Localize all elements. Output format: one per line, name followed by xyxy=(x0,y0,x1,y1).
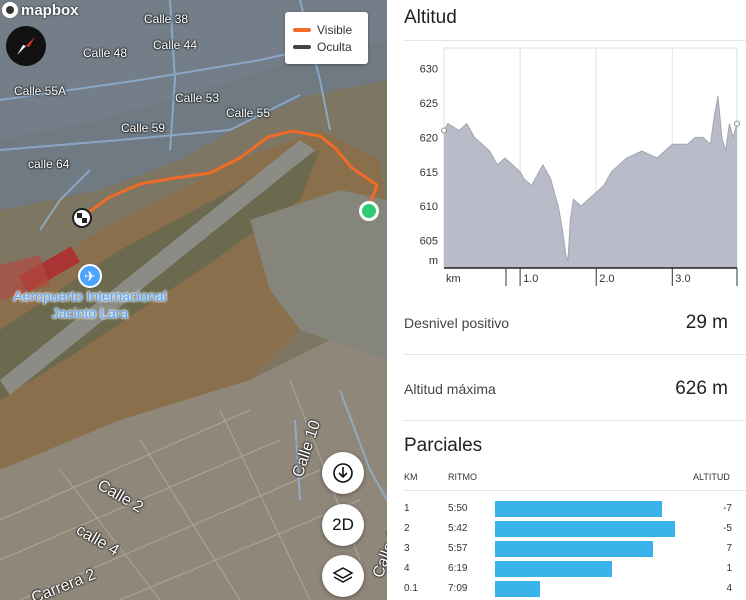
y-tick-label: 630 xyxy=(420,64,438,76)
split-altitude: -5 xyxy=(723,523,732,534)
toggle-2d-label: 2D xyxy=(332,515,354,534)
split-pace: 5:57 xyxy=(448,543,468,554)
splits-col-altitude: ALTITUD xyxy=(693,472,730,482)
split-pace: 5:42 xyxy=(448,523,468,534)
max-altitude-label: Altitud máxima xyxy=(404,381,496,397)
split-km: 4 xyxy=(404,563,410,574)
x-tick-label: 3.0 xyxy=(675,273,690,285)
split-km: 1 xyxy=(404,503,410,514)
split-pace: 7:09 xyxy=(448,583,468,594)
split-row: 1 5:50 -7 xyxy=(387,500,746,518)
splits-col-km: KM xyxy=(404,472,418,482)
elevation-gain-row: Desnivel positivo 29 m xyxy=(404,312,728,334)
altitude-area xyxy=(444,96,737,268)
legend-swatch-hidden xyxy=(293,44,311,49)
legend-item-hidden: Oculta xyxy=(293,38,360,55)
map-street-label: calle 64 xyxy=(28,157,70,171)
split-pace: 6:19 xyxy=(448,563,468,574)
route-visibility-legend: Visible Oculta xyxy=(285,12,368,64)
legend-swatch-visible xyxy=(293,27,311,32)
map-street-label: Calle 55A xyxy=(14,84,67,98)
y-tick-label: 610 xyxy=(420,201,438,213)
split-row: 2 5:42 -5 xyxy=(387,520,746,538)
map-view[interactable]: mapbox Visible Oculta Calle 38 Calle 44 … xyxy=(0,0,387,600)
x-unit-label: km xyxy=(446,273,461,285)
toggle-2d-button[interactable]: 2D xyxy=(322,504,364,546)
airport-name-line1: Aeropuerto Internacional xyxy=(13,288,167,304)
legend-item-visible: Visible xyxy=(293,21,360,38)
altitude-line xyxy=(443,96,738,262)
legend-label-visible: Visible xyxy=(317,22,353,37)
legend-label-hidden: Oculta xyxy=(317,39,352,54)
split-altitude: 1 xyxy=(726,563,732,574)
split-row: 3 5:57 7 xyxy=(387,540,746,558)
map-layers-button[interactable] xyxy=(322,555,364,597)
split-altitude: 7 xyxy=(726,543,732,554)
map-street-label: Calle 38 xyxy=(144,12,189,26)
divider xyxy=(404,420,746,421)
mapbox-logo-text: mapbox xyxy=(21,1,79,19)
split-pace-bar xyxy=(495,501,662,517)
y-tick-label: 625 xyxy=(420,98,438,110)
split-pace-bar xyxy=(495,561,612,577)
elevation-gain-value: 29 m xyxy=(685,312,728,333)
split-row: 4 6:19 1 xyxy=(387,560,746,578)
max-altitude-value: 626 m xyxy=(675,378,728,399)
mapbox-logo-icon xyxy=(2,2,18,18)
stats-panel[interactable]: Altitud 605 610 615 620 625 630 m km 1.0 2.0 3.0 D… xyxy=(387,0,746,600)
altitude-title: Altitud xyxy=(404,7,457,28)
elevation-gain-label: Desnivel positivo xyxy=(404,315,510,331)
mapbox-logo: mapbox xyxy=(2,0,79,20)
split-km: 2 xyxy=(404,523,410,534)
compass-button[interactable] xyxy=(6,26,46,66)
split-km: 3 xyxy=(404,543,410,554)
split-pace-bar xyxy=(495,521,675,537)
airport-icon: ✈ xyxy=(78,264,102,288)
x-tick-label: 2.0 xyxy=(599,273,614,285)
map-street-label: Calle 48 xyxy=(83,46,128,60)
map-street-label: Calle 53 xyxy=(175,91,220,105)
y-tick-label: 620 xyxy=(420,132,438,144)
route-start-flag-icon xyxy=(72,208,92,228)
split-pace-bar xyxy=(495,581,540,597)
layers-icon xyxy=(332,567,354,583)
divider xyxy=(404,490,746,491)
split-pace: 5:50 xyxy=(448,503,468,514)
download-icon xyxy=(333,463,353,483)
airport-label: Aeropuerto Internacional Jacinto Lara xyxy=(4,288,176,322)
route-end-marker xyxy=(359,201,379,221)
y-unit-label: m xyxy=(429,255,438,267)
split-row: 0.1 7:09 4 xyxy=(387,580,746,598)
split-km: 0.1 xyxy=(404,583,418,594)
splits-title: Parciales xyxy=(404,435,483,456)
altitude-start-point xyxy=(441,127,447,134)
altitude-chart: 605 610 615 620 625 630 mkm 1.0 2.0 3.0 xyxy=(420,47,740,286)
x-tick-label: 1.0 xyxy=(523,273,538,285)
download-map-button[interactable] xyxy=(322,452,364,494)
map-street-label: Calle 55 xyxy=(226,106,271,120)
airport-name-line2: Jacinto Lara xyxy=(51,305,129,321)
compass-icon xyxy=(17,37,35,55)
split-altitude: -7 xyxy=(723,503,732,514)
splits-col-pace: RITMO xyxy=(448,472,477,482)
divider xyxy=(404,354,746,355)
split-pace-bar xyxy=(495,541,653,557)
y-tick-label: 605 xyxy=(420,236,438,248)
altitude-end-point xyxy=(734,120,740,127)
y-tick-label: 615 xyxy=(420,167,438,179)
max-altitude-row: Altitud máxima 626 m xyxy=(404,378,728,400)
split-altitude: 4 xyxy=(726,583,732,594)
divider xyxy=(404,40,746,41)
chart-x-axis-band xyxy=(444,268,737,286)
map-street-label: Calle 44 xyxy=(153,38,198,52)
map-street-label: Calle 59 xyxy=(121,121,166,135)
